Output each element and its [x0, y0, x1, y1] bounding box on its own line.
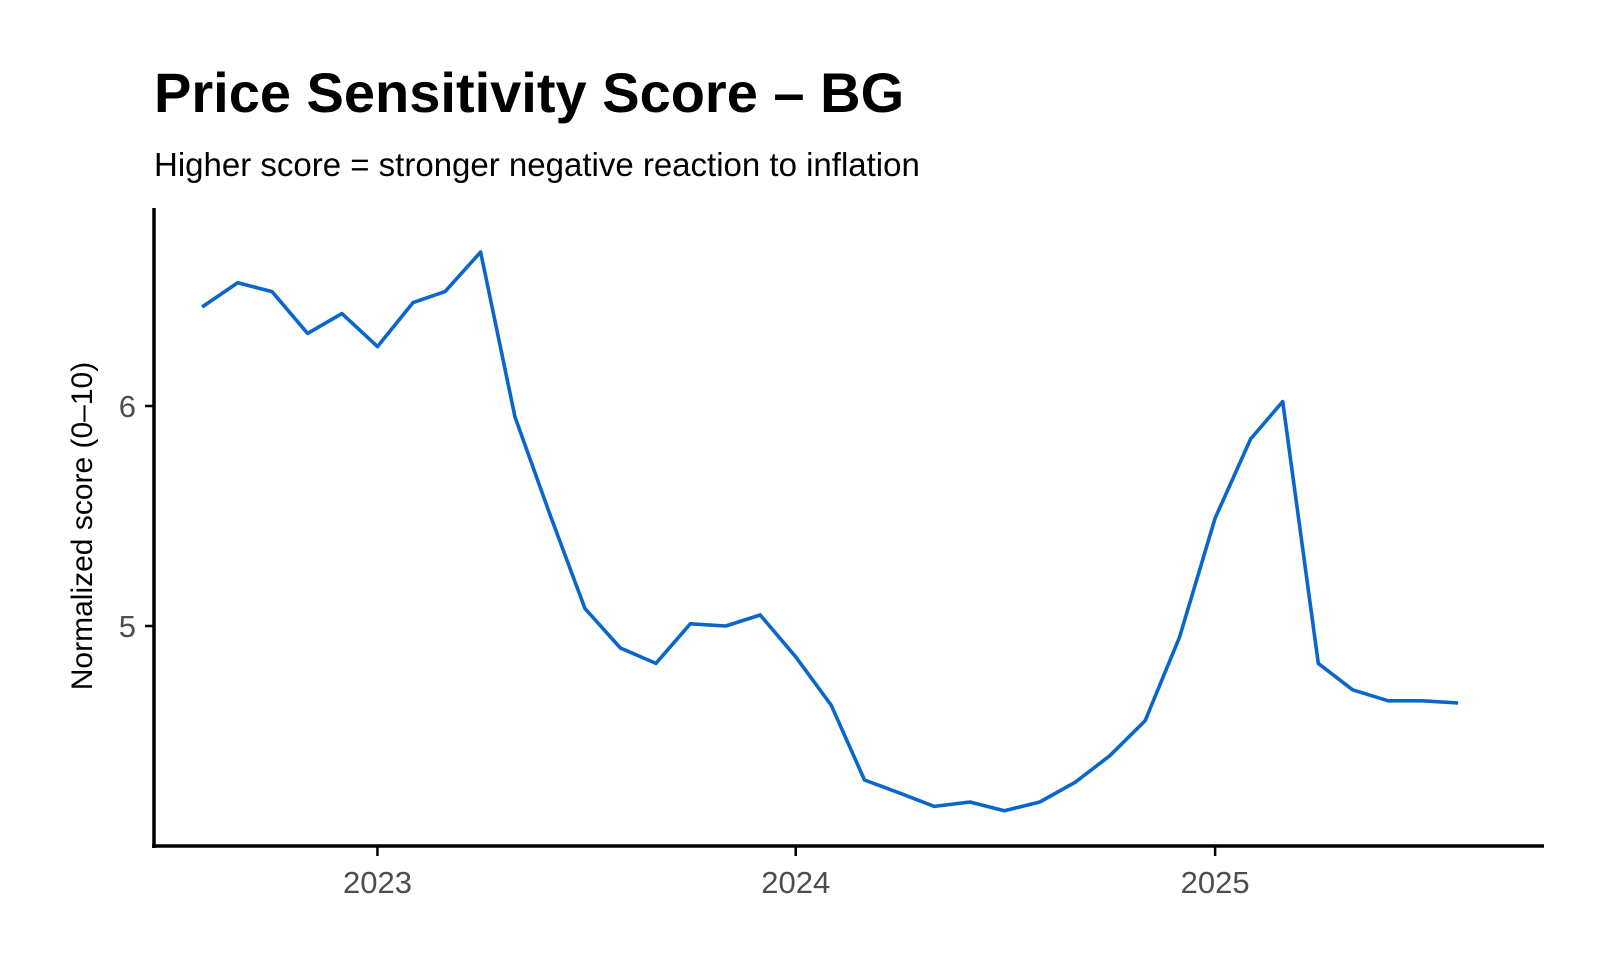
- x-tick-label: 2025: [1181, 865, 1250, 900]
- chart-subtitle: Higher score = stronger negative reactio…: [154, 146, 920, 183]
- x-tick-label: 2023: [343, 865, 412, 900]
- chart-title: Price Sensitivity Score – BG: [154, 61, 904, 124]
- x-ticks: 2023 2024 2025: [343, 846, 1250, 900]
- series-layer: [201, 250, 1459, 813]
- plot-area: 56 2023 2024 2025: [119, 208, 1544, 900]
- y-tick-label: 5: [119, 609, 136, 644]
- y-axis-label: Normalized score (0–10): [66, 362, 99, 690]
- y-ticks: 56: [119, 389, 154, 644]
- y-tick-label: 6: [119, 389, 136, 424]
- x-tick-label: 2024: [761, 865, 830, 900]
- series-line-0: [201, 250, 1459, 813]
